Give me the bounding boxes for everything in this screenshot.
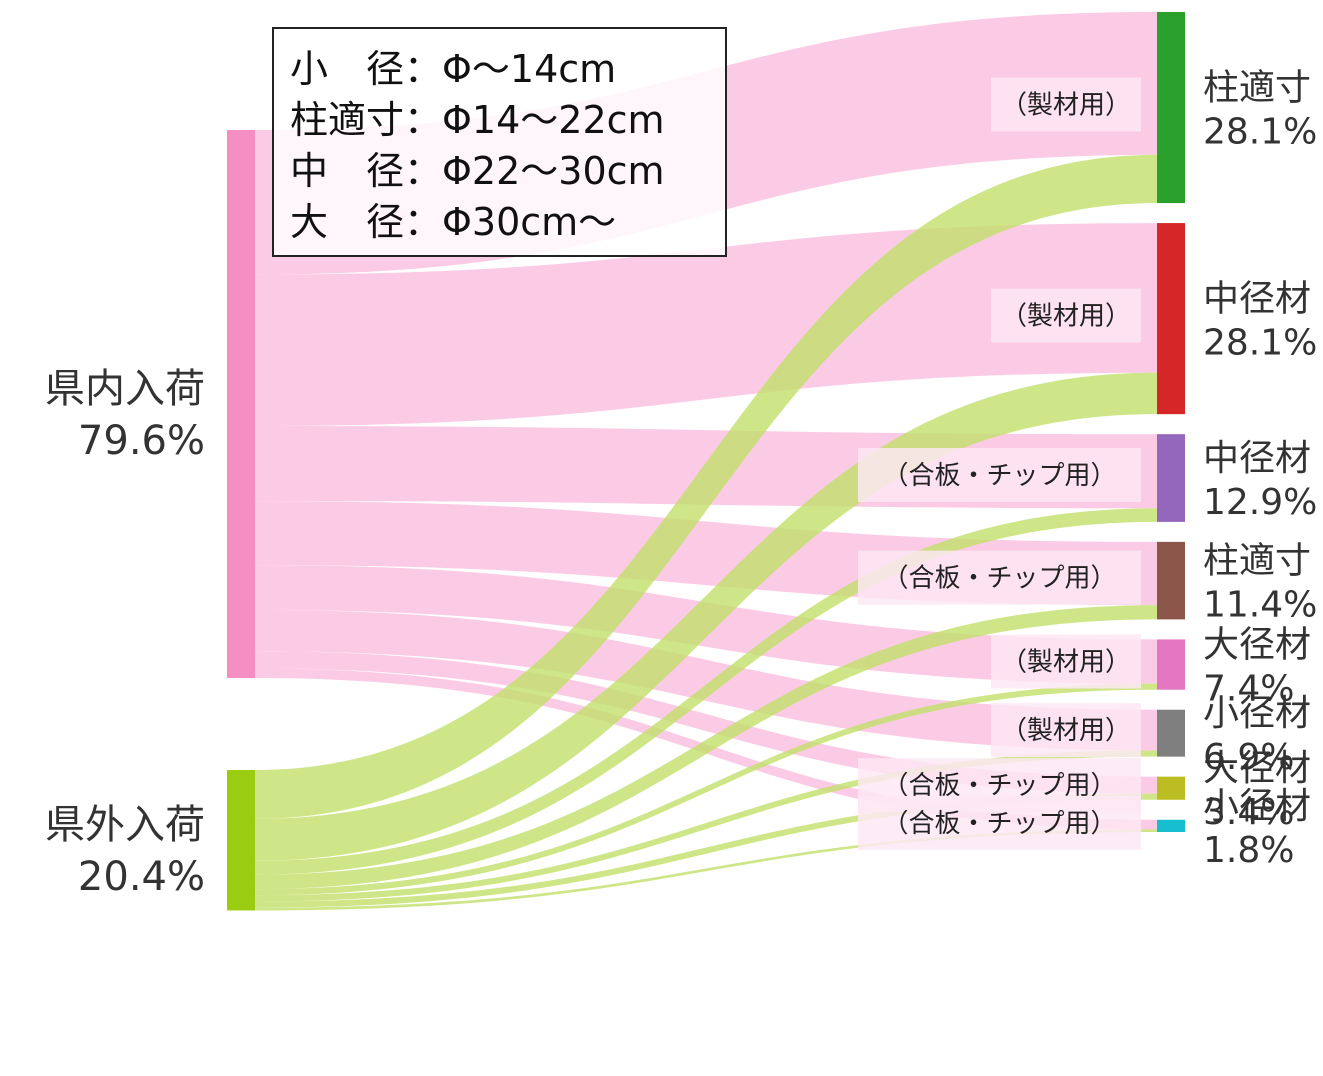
target-pct-small-ply: 1.8% [1203, 830, 1294, 871]
target-pct-small-saw: 6.9% [1203, 737, 1294, 778]
usage-tag-pillar-saw: （製材用） [1001, 91, 1131, 121]
target-label-small-ply: 小径材 [1203, 786, 1311, 827]
usage-tag-bg-medium-ply [858, 448, 1141, 503]
target-node-small-ply [1157, 819, 1185, 832]
legend-line-pillar: 柱適寸：Φ14～22cm [290, 98, 665, 142]
source-pct-outside: 20.4% [78, 854, 205, 900]
usage-tag-bg-medium-saw [991, 288, 1141, 343]
target-node-pillar-saw [1157, 12, 1185, 204]
flow-outside-to-small-ply [255, 829, 1157, 911]
flow-outside-to-medium-ply [255, 508, 1157, 875]
usage-tag-medium-ply: （合板・チップ用） [882, 461, 1116, 491]
source-label-outside: 県外入荷 [45, 802, 205, 848]
flow-outside-to-medium-saw [255, 372, 1157, 861]
legend-line-small: 小 径：Φ～14cm [290, 47, 616, 91]
usage-tag-medium-saw: （製材用） [1001, 302, 1131, 332]
target-pct-pillar-ply: 11.4% [1203, 585, 1317, 626]
usage-tag-bg-large-saw [991, 634, 1141, 689]
target-node-large-saw [1157, 639, 1185, 690]
usage-tag-bg-pillar-saw [991, 77, 1141, 132]
flow-domestic-to-large-ply [255, 651, 1157, 794]
target-label-large-ply: 大径材 [1203, 748, 1311, 789]
usage-tag-small-saw: （製材用） [1001, 716, 1131, 746]
flow-outside-to-pillar-saw [255, 154, 1157, 819]
target-label-medium-ply: 中径材 [1203, 438, 1311, 479]
target-pct-medium-saw: 28.1% [1203, 323, 1317, 364]
usage-tag-bg-pillar-ply [858, 550, 1141, 605]
flow-outside-to-pillar-ply [255, 605, 1157, 890]
target-pct-large-ply: 3.4% [1203, 792, 1294, 833]
flow-outside-to-large-saw [255, 683, 1157, 896]
flow-outside-to-small-saw [255, 750, 1157, 902]
source-label-domestic: 県内入荷 [45, 366, 205, 412]
target-node-medium-ply [1157, 434, 1185, 522]
flow-domestic-to-medium-saw [255, 223, 1157, 427]
usage-tag-bg-small-ply [858, 795, 1141, 850]
target-node-large-ply [1157, 776, 1185, 800]
flow-domestic-to-small-saw [255, 609, 1157, 751]
target-pct-pillar-saw: 28.1% [1203, 112, 1317, 153]
target-label-large-saw: 大径材 [1203, 625, 1311, 666]
target-pct-medium-ply: 12.9% [1203, 482, 1317, 523]
nodes [227, 12, 1185, 911]
labels: 県内入荷79.6%県外入荷20.4%柱適寸28.1%（製材用）中径材28.1%（… [45, 68, 1317, 901]
usage-tag-pillar-ply: （合板・チップ用） [882, 564, 1116, 594]
source-node-outside [227, 770, 255, 911]
legend-line-large: 大 径：Φ30cm～ [290, 200, 616, 244]
usage-tag-small-ply: （合板・チップ用） [882, 809, 1116, 839]
target-node-small-saw [1157, 709, 1185, 757]
size-legend: 小 径：Φ～14cm 柱適寸：Φ14～22cm 中 径：Φ22～30cm 大 径… [272, 27, 727, 257]
target-label-medium-saw: 中径材 [1203, 279, 1311, 320]
target-label-pillar-ply: 柱適寸 [1203, 541, 1311, 582]
source-node-domestic [227, 130, 255, 678]
legend-box [272, 27, 727, 257]
flow-outside-to-large-ply [255, 793, 1157, 908]
usage-tag-bg-small-saw [991, 703, 1141, 758]
target-node-medium-saw [1157, 223, 1185, 415]
target-label-small-saw: 小径材 [1203, 693, 1311, 734]
source-pct-domestic: 79.6% [78, 418, 205, 464]
legend-line-medium: 中 径：Φ22～30cm [290, 149, 665, 193]
target-label-pillar-saw: 柱適寸 [1203, 68, 1311, 109]
usage-tag-large-saw: （製材用） [1001, 648, 1131, 678]
target-pct-large-saw: 7.4% [1203, 669, 1294, 710]
target-node-pillar-ply [1157, 541, 1185, 620]
